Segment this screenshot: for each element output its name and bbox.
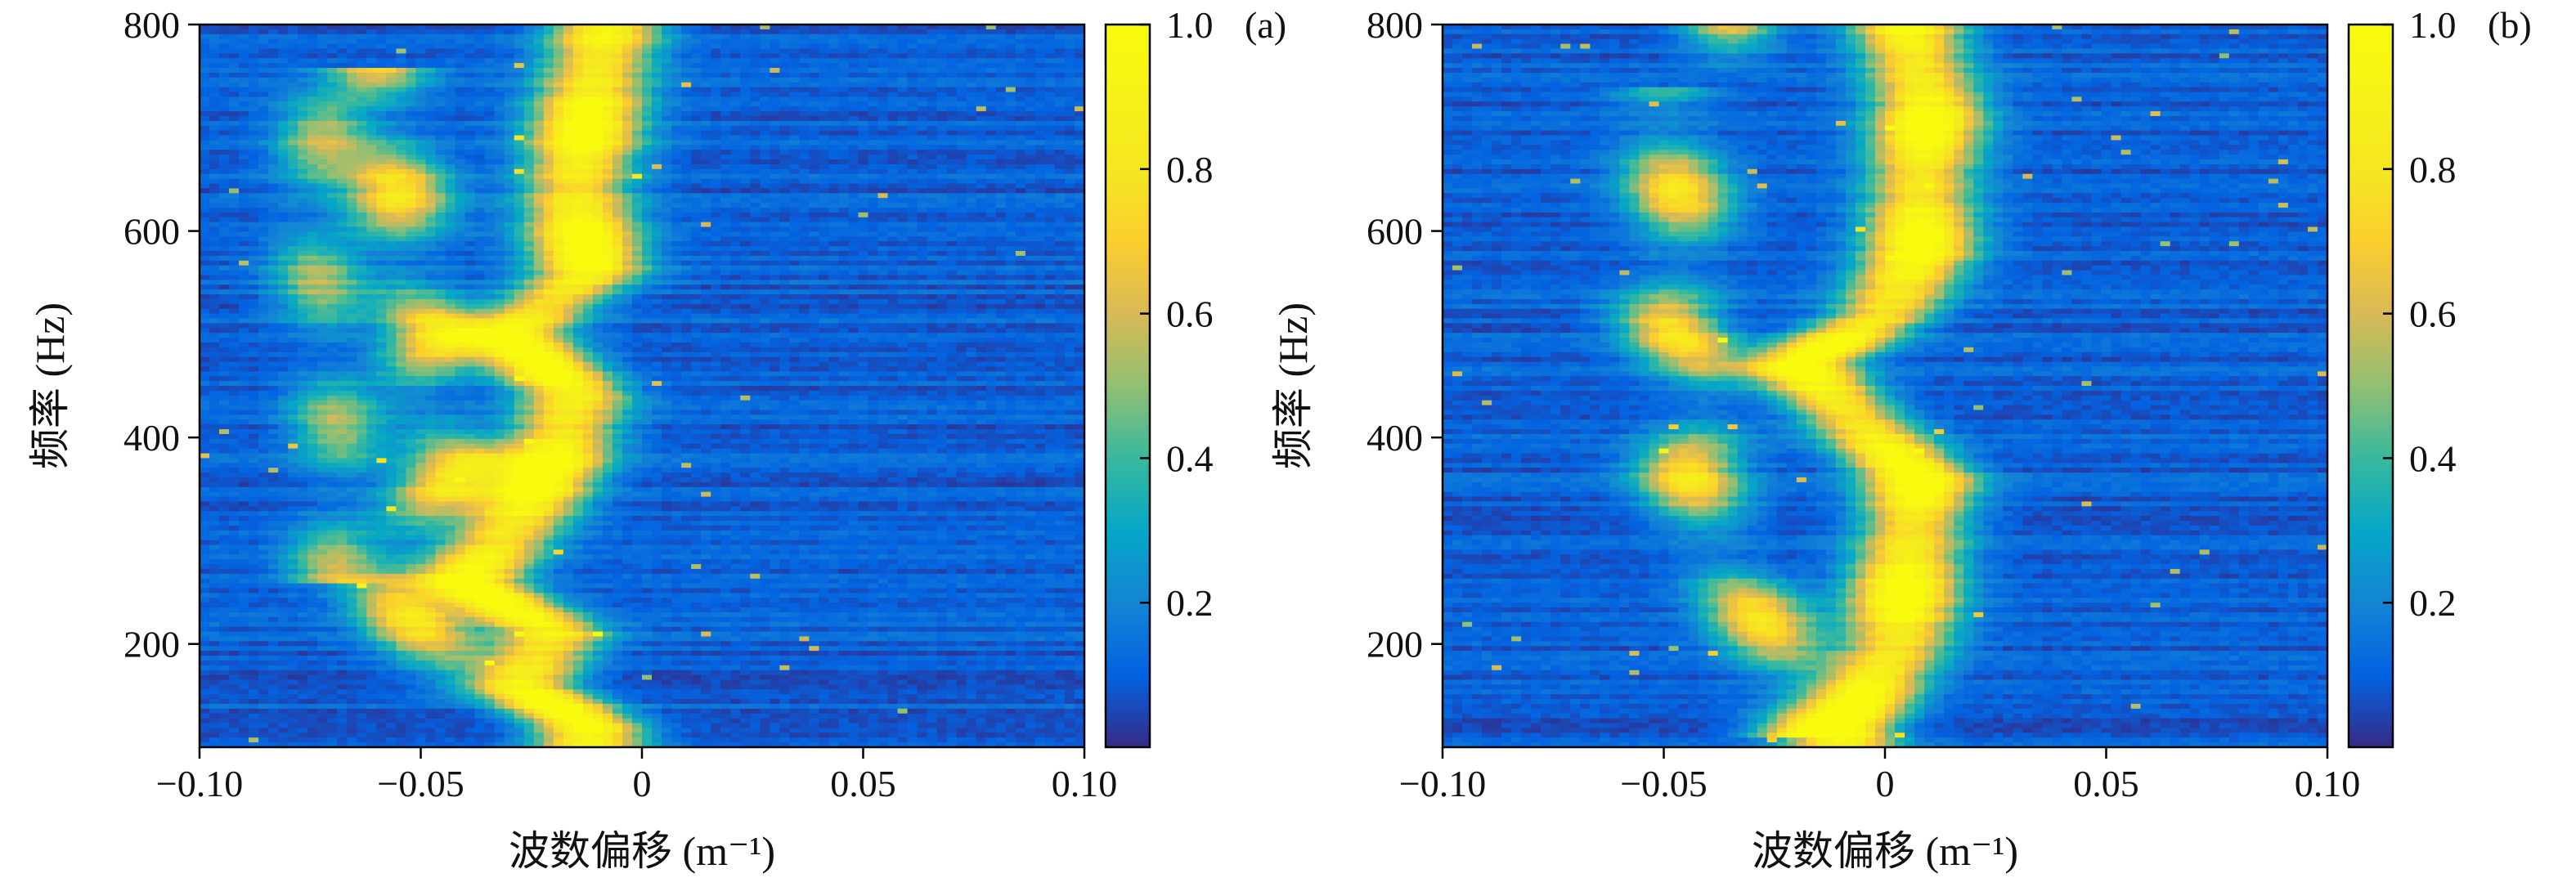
x-tick-label: 0.05 [830, 763, 896, 804]
panel-label-b: (b) [2488, 4, 2532, 46]
x-tick-label: 0.10 [1052, 763, 1118, 804]
y-tick-label: 400 [1367, 417, 1423, 459]
x-tick-label: −0.10 [1399, 763, 1486, 804]
x-tick-label: 0 [633, 763, 652, 804]
colorbar-tick-label: 0.4 [1166, 437, 1214, 479]
x-tick-label: 0 [1876, 763, 1895, 804]
colorbar-tick-label: 0.4 [2409, 437, 2457, 479]
y-tick-label: 600 [1367, 211, 1423, 253]
heatmap-a [200, 25, 1085, 748]
panel-b: −0.10 −0.05 0 0.05 0.10 200 400 600 800 波数偏移 (m… [1270, 4, 2532, 874]
x-tick-label: 0.05 [2073, 763, 2139, 804]
colorbar-ticks-b: 0.2 0.4 0.6 0.8 1.0 [2383, 4, 2457, 624]
colorbar-tick-label: 0.6 [1166, 293, 1214, 335]
colorbar-ticks-a: 0.2 0.4 0.6 0.8 1.0 [1140, 4, 1214, 624]
x-tick-label: 0.10 [2295, 763, 2361, 804]
x-ticks-a: −0.10 −0.05 0 0.05 0.10 [156, 747, 1117, 804]
y-tick-label: 400 [123, 417, 180, 459]
colorbar-a [1104, 23, 1151, 749]
heatmap-b [1443, 25, 2328, 748]
colorbar-tick-label: 0.8 [2409, 149, 2457, 190]
y-ticks-a: 200 400 600 800 [123, 4, 200, 665]
y-tick-label: 200 [1367, 624, 1423, 665]
colorbar-tick-label: 0.2 [1166, 582, 1214, 624]
x-tick-label: −0.05 [377, 763, 464, 804]
x-ticks-b: −0.10 −0.05 0 0.05 0.10 [1399, 747, 2360, 804]
y-axis-label-a: 频率 (Hz) [27, 302, 73, 469]
x-axis-label-b: 波数偏移 (m⁻¹) [1752, 828, 2018, 874]
panel-label-a: (a) [1245, 4, 1286, 46]
colorbar-tick-label: 0.6 [2409, 293, 2457, 335]
y-tick-label: 800 [1367, 4, 1423, 46]
colorbar-tick-label: 0.2 [2409, 582, 2457, 624]
y-ticks-b: 200 400 600 800 [1367, 4, 1443, 665]
x-axis-label-a: 波数偏移 (m⁻¹) [509, 828, 775, 874]
colorbar-tick-label: 1.0 [2409, 4, 2457, 46]
colorbar-tick-label: 1.0 [1166, 4, 1214, 46]
colorbar-tick-label: 0.8 [1166, 149, 1214, 190]
x-tick-label: −0.10 [156, 763, 243, 804]
y-tick-label: 600 [123, 211, 180, 253]
y-tick-label: 200 [123, 624, 180, 665]
y-axis-label-b: 频率 (Hz) [1270, 302, 1316, 469]
panel-a: −0.10 −0.05 0 0.05 0.10 200 400 600 800 波数偏移 (m… [27, 4, 1286, 874]
colorbar-b [2347, 23, 2394, 749]
x-tick-label: −0.05 [1620, 763, 1707, 804]
y-tick-label: 800 [123, 4, 180, 46]
